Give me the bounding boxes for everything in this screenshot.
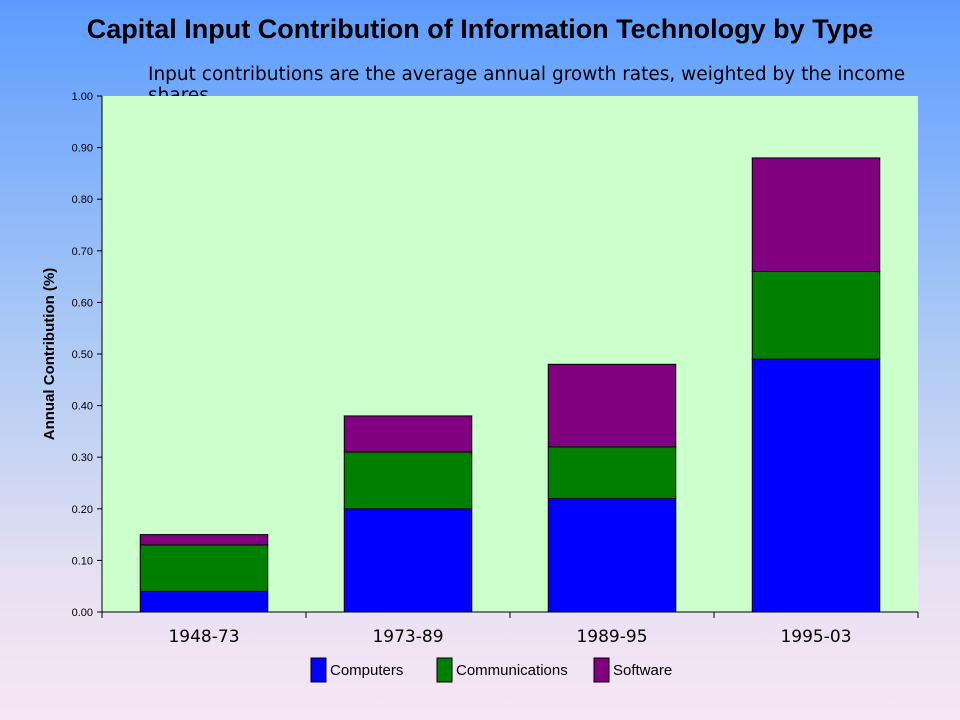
y-tick-label: 0.20 xyxy=(72,504,93,516)
bar-software-1948-73 xyxy=(139,534,269,546)
legend-swatch-communications xyxy=(436,657,453,683)
y-tick-label: 0.90 xyxy=(72,143,93,155)
bar-communications-1995-03 xyxy=(751,270,881,360)
y-tick-label: 0.00 xyxy=(72,607,93,619)
x-tick-label: 1989-95 xyxy=(576,627,647,647)
bar-software-1995-03 xyxy=(751,157,881,272)
bar-software-1989-95 xyxy=(547,363,677,448)
y-tick-label: 0.80 xyxy=(72,194,93,206)
y-tick-label: 0.10 xyxy=(72,555,93,567)
y-tick-label: 1.00 xyxy=(72,91,93,103)
y-axis-label: Annual Contribution (%) xyxy=(41,268,58,440)
bar-computers-1995-03 xyxy=(751,358,881,613)
y-tick-label: 0.60 xyxy=(72,297,93,309)
bar-computers-1989-95 xyxy=(547,497,677,613)
bar-communications-1989-95 xyxy=(547,446,677,499)
legend-swatch-computers xyxy=(310,657,327,683)
legend-label-computers: Computers xyxy=(330,662,403,679)
bar-computers-1948-73 xyxy=(139,590,269,613)
bar-software-1973-89 xyxy=(343,415,473,453)
x-tick-label: 1948-73 xyxy=(168,627,239,647)
x-tick-label: 1995-03 xyxy=(780,627,851,647)
y-tick-label: 0.70 xyxy=(72,246,93,258)
y-tick-label: 0.30 xyxy=(72,452,93,464)
chart-title: Capital Input Contribution of Informatio… xyxy=(86,14,874,44)
y-tick-label: 0.50 xyxy=(72,349,93,361)
bar-computers-1973-89 xyxy=(343,508,473,613)
y-tick-label: 0.40 xyxy=(72,401,93,413)
bar-communications-1948-73 xyxy=(139,544,269,592)
legend-label-communications: Communications xyxy=(456,662,568,679)
legend-label-software: Software xyxy=(613,662,672,679)
legend-swatch-software xyxy=(593,657,610,683)
x-tick-label: 1973-89 xyxy=(372,627,443,647)
bar-communications-1973-89 xyxy=(343,451,473,510)
